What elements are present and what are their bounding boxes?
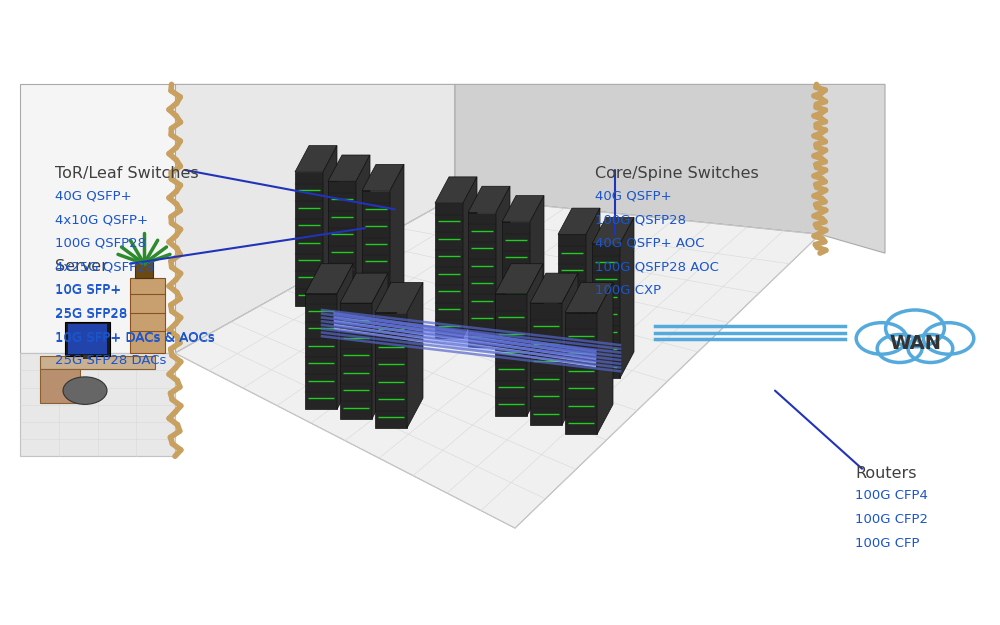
Polygon shape — [620, 217, 634, 378]
Polygon shape — [495, 294, 527, 416]
Polygon shape — [530, 303, 562, 425]
Text: 25G SFP28 DACs: 25G SFP28 DACs — [55, 354, 166, 367]
Polygon shape — [527, 264, 543, 416]
Text: Routers: Routers — [855, 466, 916, 481]
Polygon shape — [407, 282, 423, 428]
Bar — [135, 262, 153, 278]
Polygon shape — [565, 312, 597, 434]
Text: 100G QSFP28: 100G QSFP28 — [595, 213, 686, 226]
Circle shape — [877, 334, 922, 362]
Bar — [130, 278, 165, 353]
Polygon shape — [40, 369, 80, 403]
Polygon shape — [40, 356, 155, 369]
Polygon shape — [175, 84, 455, 353]
Polygon shape — [597, 282, 613, 434]
Circle shape — [908, 334, 953, 362]
Polygon shape — [502, 196, 544, 222]
Text: 4x25G QSFP28: 4x25G QSFP28 — [55, 261, 154, 274]
Polygon shape — [295, 172, 323, 306]
Polygon shape — [435, 177, 477, 203]
Polygon shape — [20, 84, 175, 353]
Text: 100G CXP: 100G CXP — [595, 284, 661, 298]
Text: Core/Spine Switches: Core/Spine Switches — [595, 166, 759, 181]
Polygon shape — [375, 312, 407, 428]
Polygon shape — [328, 155, 370, 181]
Polygon shape — [305, 294, 337, 409]
Polygon shape — [362, 191, 390, 325]
Text: 10G SFP+: 10G SFP+ — [55, 283, 121, 296]
Bar — [68, 324, 107, 354]
Text: 10G SFP+ DACs & AOCs: 10G SFP+ DACs & AOCs — [55, 332, 215, 345]
Text: 100G QSFP28: 100G QSFP28 — [55, 237, 146, 250]
Text: WAN: WAN — [889, 334, 941, 353]
Polygon shape — [820, 84, 885, 253]
Polygon shape — [463, 177, 477, 338]
Polygon shape — [495, 264, 543, 294]
Text: 40G QSFP+ AOC: 40G QSFP+ AOC — [595, 237, 704, 250]
Polygon shape — [455, 84, 820, 234]
Polygon shape — [435, 203, 463, 338]
Text: 100G CFP: 100G CFP — [855, 537, 920, 550]
Polygon shape — [340, 273, 388, 303]
Polygon shape — [592, 244, 620, 378]
Text: 10G SFP+ DACs & AOCs: 10G SFP+ DACs & AOCs — [55, 331, 215, 344]
Polygon shape — [558, 208, 600, 234]
Text: 100G CFP4: 100G CFP4 — [855, 489, 928, 502]
Text: 40G QSFP+: 40G QSFP+ — [595, 189, 672, 202]
Text: 100G QSFP28 AOC: 100G QSFP28 AOC — [595, 261, 719, 274]
Bar — [65, 322, 110, 356]
Polygon shape — [305, 264, 353, 294]
Polygon shape — [356, 155, 370, 316]
Bar — [83, 355, 91, 359]
Polygon shape — [390, 164, 404, 325]
Text: 25G SFP28: 25G SFP28 — [55, 307, 127, 320]
Circle shape — [63, 377, 107, 404]
Text: ToR/Leaf Switches: ToR/Leaf Switches — [55, 166, 199, 181]
Polygon shape — [468, 213, 496, 347]
Text: Server: Server — [55, 259, 108, 274]
Polygon shape — [340, 303, 372, 419]
Text: 100G CFP2: 100G CFP2 — [855, 513, 928, 526]
Polygon shape — [362, 164, 404, 191]
Polygon shape — [337, 264, 353, 409]
Polygon shape — [502, 222, 530, 356]
Text: 40G QSFP+: 40G QSFP+ — [55, 189, 132, 202]
Polygon shape — [323, 146, 337, 306]
Polygon shape — [372, 273, 388, 419]
Polygon shape — [565, 282, 613, 312]
Polygon shape — [375, 282, 423, 312]
Polygon shape — [562, 273, 578, 425]
Polygon shape — [558, 234, 586, 369]
Circle shape — [886, 310, 944, 347]
Circle shape — [856, 322, 907, 354]
Polygon shape — [530, 273, 578, 303]
Polygon shape — [20, 353, 175, 456]
Polygon shape — [295, 146, 337, 172]
Circle shape — [923, 322, 974, 354]
Text: 4x10G QSFP+: 4x10G QSFP+ — [55, 213, 148, 226]
Polygon shape — [496, 186, 510, 347]
Polygon shape — [328, 181, 356, 316]
Polygon shape — [586, 208, 600, 369]
Polygon shape — [468, 186, 510, 213]
Polygon shape — [175, 197, 820, 528]
Polygon shape — [530, 196, 544, 356]
Polygon shape — [592, 217, 634, 244]
Text: 25G SFP28: 25G SFP28 — [55, 308, 127, 321]
Text: 10G SFP+: 10G SFP+ — [55, 284, 121, 298]
